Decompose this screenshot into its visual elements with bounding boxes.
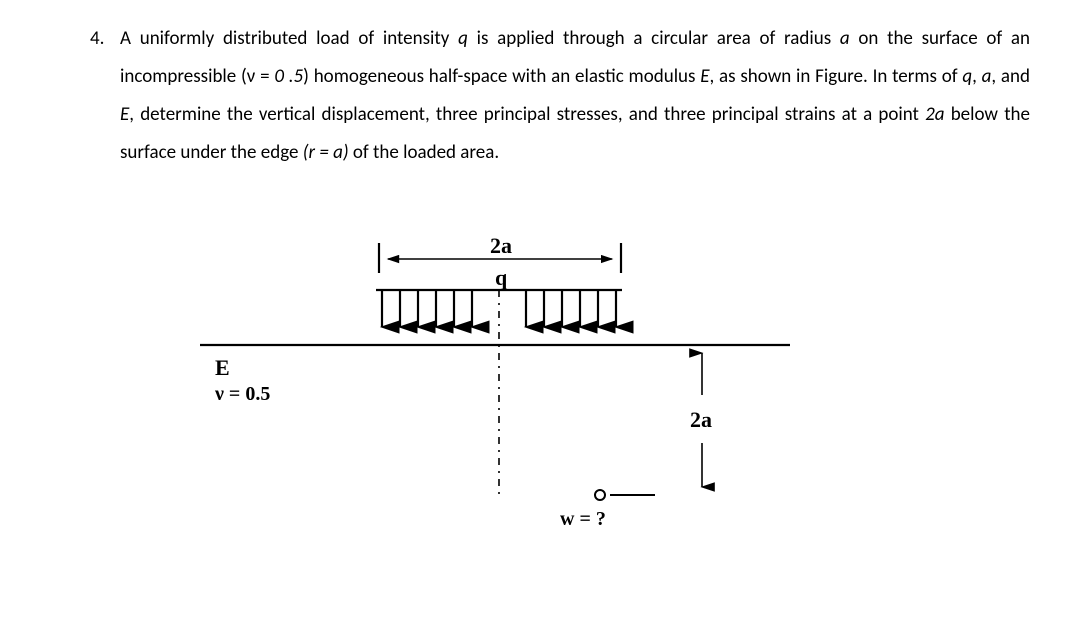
text-seg-4: , as shown in Figure. In terms of (710, 65, 963, 88)
text-seg-5: , (972, 65, 982, 88)
figure: 2a q (190, 235, 810, 545)
label-q: q (495, 265, 508, 290)
text-seg-7: , determine the vertical displacement, t… (129, 103, 925, 126)
text-seg-1: is applied through a circular area of ra… (468, 27, 840, 50)
label-2a-top: 2a (490, 235, 512, 258)
sym-2a: 2a (925, 103, 944, 126)
point-of-interest: w = ? (560, 490, 655, 530)
sym-E: E (700, 65, 709, 88)
label-w: w = ? (560, 508, 606, 530)
sym-a: a (840, 27, 850, 50)
dimension-2a-depth: 2a (690, 353, 712, 487)
sym-E2: E (120, 103, 129, 126)
figure-svg: 2a q (190, 235, 810, 545)
problem-number: 4. (90, 20, 120, 58)
sym-q: q (458, 27, 468, 50)
sym-q2: q (962, 65, 972, 88)
sym-a2: a (982, 65, 992, 88)
text-seg-3: ) homogeneous half-space with an elastic… (303, 65, 700, 88)
problem-statement: A uniformly distributed load of intensit… (120, 20, 1030, 172)
page: 4. A uniformly distributed load of inten… (0, 0, 1090, 626)
sym-nu-val: 0 .5 (274, 65, 303, 88)
label-E: E (215, 355, 230, 380)
label-2a-depth: 2a (690, 407, 712, 432)
text-seg-6: , and (991, 65, 1030, 88)
text-seg-9: of the loaded area. (349, 141, 500, 164)
text-seg-0: A uniformly distributed load of intensit… (120, 27, 458, 50)
problem-block: 4. A uniformly distributed load of inten… (90, 20, 1030, 172)
sym-edge: (r = a) (303, 141, 349, 164)
label-nu: ν = 0.5 (214, 383, 270, 405)
